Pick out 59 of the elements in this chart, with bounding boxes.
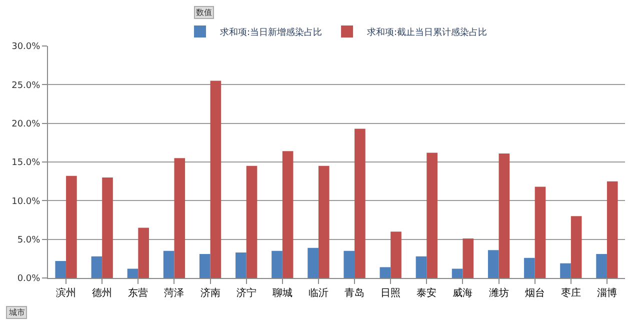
bar — [246, 166, 258, 278]
bar — [488, 250, 499, 278]
x-tick-label: 青岛 — [344, 287, 365, 299]
x-tick-label: 日照 — [380, 288, 401, 299]
y-tick-label: 20.0% — [12, 119, 41, 130]
x-tick-label: 菏泽 — [164, 287, 184, 299]
bar — [426, 152, 438, 278]
x-tick-label: 济南 — [200, 287, 220, 299]
bar — [354, 128, 366, 278]
x-tick-label: 济宁 — [236, 287, 256, 299]
text: 城市 — [8, 308, 25, 317]
bar — [163, 250, 174, 278]
bar — [91, 256, 102, 278]
bar — [174, 158, 186, 278]
legend-label: 求和项:截止当日累计感染占比 — [367, 27, 488, 38]
bar — [452, 268, 463, 278]
y-tick-label: 25.0% — [12, 80, 41, 91]
bar — [524, 258, 535, 278]
bar — [272, 250, 282, 278]
x-tick-label: 滨州 — [56, 287, 76, 299]
bar — [102, 177, 113, 278]
bar — [236, 252, 246, 278]
x-tick-label: 泰安 — [416, 287, 437, 299]
bar — [462, 238, 474, 278]
x-tick-label: 临沂 — [308, 287, 328, 299]
bar — [344, 250, 355, 278]
y-tick-label: 30.0% — [12, 42, 41, 52]
bar — [55, 260, 66, 278]
text: 数值 — [196, 8, 212, 17]
bar — [199, 254, 210, 278]
bar — [282, 151, 294, 278]
bar — [390, 232, 402, 278]
bar — [210, 80, 222, 278]
bar — [308, 248, 318, 278]
y-tick-label: 5.0% — [17, 235, 41, 246]
legend-label: 求和项:当日新增感染占比 — [220, 27, 322, 38]
bar — [606, 181, 618, 278]
x-tick-label: 枣庄 — [560, 287, 581, 299]
y-tick-label: 0.0% — [17, 274, 41, 284]
x-tick-label: 烟台 — [524, 287, 545, 299]
x-tick-label: 潍坊 — [488, 287, 509, 299]
y-tick-label: 15.0% — [12, 158, 41, 168]
bar — [596, 254, 607, 278]
bar — [498, 153, 510, 278]
bar — [138, 228, 149, 278]
bar — [534, 186, 546, 278]
bar — [570, 216, 582, 278]
x-tick-label: 德州 — [92, 287, 112, 299]
x-tick-label: 威海 — [452, 287, 473, 299]
x-tick-label: 淄博 — [596, 287, 617, 299]
bar — [318, 166, 330, 278]
y-tick-label: 10.0% — [12, 196, 41, 207]
bar — [416, 256, 427, 278]
x-tick-label: 东营 — [128, 287, 148, 299]
bar — [380, 267, 391, 278]
bar — [127, 268, 138, 278]
bar — [560, 263, 571, 278]
x-tick-label: 聊城 — [272, 287, 292, 299]
bar — [66, 176, 77, 278]
